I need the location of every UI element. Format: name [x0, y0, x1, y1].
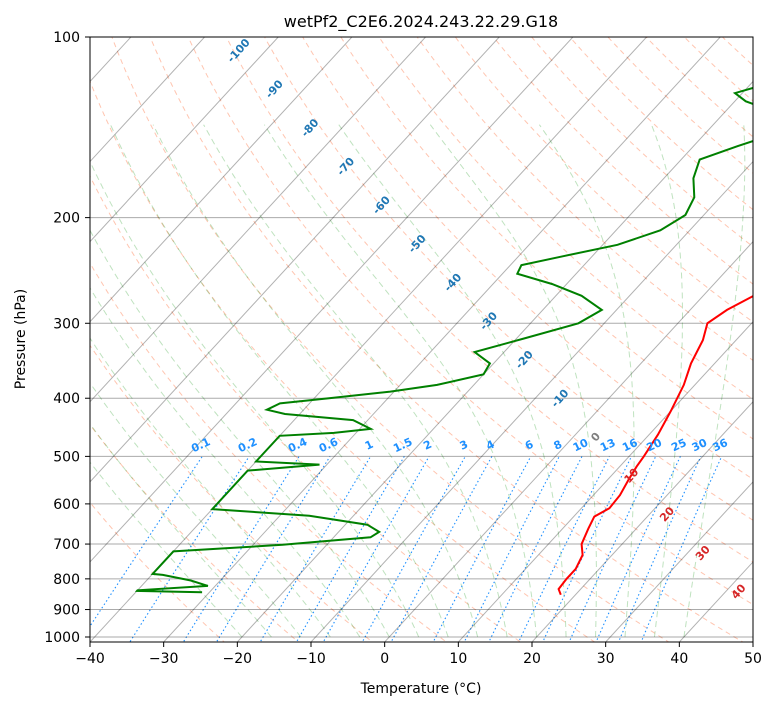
isotherm-line: [457, 320, 753, 642]
isotherm-line: [90, 37, 206, 163]
moist-adiabat-line: [152, 124, 479, 638]
plot-frame: [89, 36, 754, 643]
isotherm-line: [310, 160, 753, 642]
moist-adiabat-line: [338, 124, 567, 638]
dry-adiabat-line: [492, 37, 753, 285]
mixing-ratio-line: [432, 456, 532, 642]
mixing-ratio-line: [182, 456, 300, 642]
mixing-ratio-label: 10: [571, 436, 591, 454]
x-tick-label: −10: [296, 651, 326, 667]
x-tick-label: 10: [449, 651, 467, 667]
mixing-ratio-line: [617, 456, 702, 642]
dry-adiabat-line: [90, 423, 300, 642]
dry-adiabat-line: [645, 37, 753, 138]
dry-adiabat-line: [225, 37, 753, 563]
x-tick-label: 0: [380, 651, 389, 667]
moist-adiabat-line: [651, 124, 683, 638]
dry-adiabat-line: [569, 37, 753, 211]
mixing-ratio-line: [595, 456, 681, 642]
isotherm-line: [531, 401, 753, 642]
y-tick-label: 400: [53, 391, 80, 407]
temperature-line: [557, 295, 753, 596]
y-tick-label: 900: [53, 603, 80, 619]
mixing-ratio-label: 30: [690, 436, 710, 454]
moist-adiabat-line: [110, 124, 449, 638]
isotherm-line: [90, 37, 500, 483]
y-tick-label: 600: [53, 497, 80, 513]
plot-area: [90, 37, 753, 642]
isotherm-line: [90, 37, 574, 563]
dewpoint-line: [134, 86, 753, 594]
isotherm-line: [236, 80, 753, 642]
y-axis-label: Pressure (hPa): [13, 289, 29, 389]
mixing-ratio-line: [390, 456, 493, 642]
moist-adiabat-line: [429, 124, 597, 638]
x-tick-label: −20: [223, 651, 253, 667]
isotherm-line: [162, 37, 721, 642]
mixing-ratio-line: [215, 456, 331, 642]
moist-adiabat-line: [90, 423, 272, 638]
moist-adiabat-line: [90, 160, 420, 638]
mixing-ratio-line: [568, 456, 657, 642]
isotherm-line: [90, 37, 427, 403]
isotherm-line: [604, 481, 753, 642]
mixing-ratio-line: [129, 456, 250, 642]
mixing-ratio-label: 13: [598, 436, 617, 454]
x-tick-label: 20: [523, 651, 541, 667]
mixing-ratio-line: [322, 456, 430, 642]
x-tick-label: −40: [75, 651, 105, 667]
dry-adiabat-line: [531, 37, 753, 248]
isotherm-line: [90, 37, 648, 642]
dry-adiabat-line: [90, 501, 225, 642]
moist-adiabat-line: [90, 461, 243, 638]
dry-adiabat-line: [90, 262, 448, 642]
dry-adiabat-line: [302, 37, 753, 480]
mixing-ratio-label: 16: [620, 436, 640, 454]
axes: −40 −30 −20 −10 0 10 20 30 40 50 100 200 300 400 500 60…: [44, 30, 762, 667]
moist-adiabat-line: [538, 124, 635, 638]
x-tick-label: 40: [670, 651, 688, 667]
y-tick-label: 500: [53, 449, 80, 465]
mixing-ratio-line: [90, 456, 203, 628]
y-tick-label: 100: [53, 30, 80, 46]
mixing-ratio-label: 36: [711, 436, 731, 454]
x-tick-label: −30: [149, 651, 179, 667]
moist-adiabat-line: [263, 124, 538, 638]
mixing-ratio-line: [361, 456, 466, 642]
mixing-ratio-label: 20: [645, 436, 665, 454]
isotherm-line: [90, 37, 353, 323]
chart-title: wetPf2_C2E6.2024.243.22.29.G18: [284, 12, 558, 32]
y-tick-label: 1000: [44, 630, 80, 646]
isotherm-line: [383, 240, 753, 642]
x-tick-label: 50: [744, 651, 762, 667]
dry-adiabat-line: [187, 37, 753, 606]
y-tick-label: 300: [53, 316, 80, 332]
dry-adiabat-line: [149, 37, 744, 642]
moist-adiabat-line: [90, 337, 331, 638]
mixing-ratio-line: [640, 456, 723, 642]
dry-adiabat-line: [111, 37, 670, 642]
y-tick-label: 700: [53, 537, 80, 553]
dry-adiabat-line: [90, 79, 596, 642]
dry-adiabat-line: [90, 175, 522, 642]
moist-adiabat-line: [90, 229, 390, 638]
x-tick-label: 30: [597, 651, 615, 667]
dry-adiabat-line: [340, 37, 753, 440]
x-axis-label: Temperature (°C): [360, 681, 482, 697]
y-tick-label: 800: [53, 572, 80, 588]
isotherm-line: [90, 37, 279, 243]
moist-adiabat-line: [683, 124, 746, 638]
dry-adiabat-line: [264, 37, 753, 521]
mixing-ratio-label: 25: [669, 436, 688, 454]
moist-adiabat-line: [203, 124, 508, 638]
moist-adiabat-line: [90, 382, 302, 638]
y-tick-label: 200: [53, 211, 80, 227]
